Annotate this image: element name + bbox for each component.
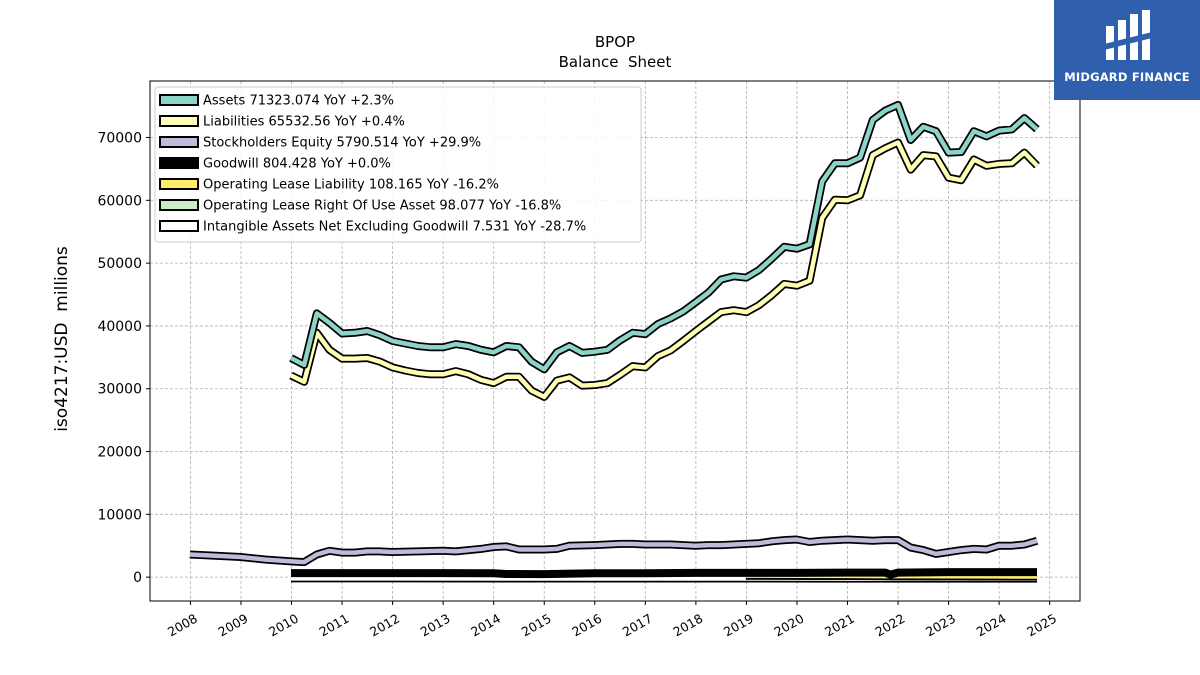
y-tick-label: 20000 [97, 445, 142, 461]
x-tick-label: 2025 [1024, 611, 1059, 640]
logo: MIDGARD FINANCE [1054, 0, 1200, 100]
logo-mark-icon [1104, 10, 1152, 60]
legend-swatch [159, 136, 199, 148]
series-line-outline [291, 568, 1037, 579]
x-tick-label: 2018 [670, 611, 705, 640]
x-tick-label: 2021 [822, 611, 857, 640]
legend-swatch [159, 220, 199, 232]
y-tick-label: 60000 [97, 193, 142, 209]
x-tick-label: 2011 [317, 611, 352, 640]
x-tick-label: 2022 [872, 611, 907, 640]
x-tick-label: 2019 [721, 611, 756, 640]
x-tick-label: 2013 [418, 611, 453, 640]
y-tick-label: 50000 [97, 256, 142, 272]
x-tick-label: 2016 [569, 611, 604, 640]
series-line [289, 102, 1039, 372]
series-assets [289, 100, 1040, 374]
legend-label: Stockholders Equity 5790.514 YoY +29.9% [203, 136, 481, 151]
y-tick-label: 30000 [97, 382, 142, 398]
plot-frame [149, 80, 1081, 602]
legend-item: Stockholders Equity 5790.514 YoY +29.9% [159, 136, 481, 151]
series-stockholders-equity [189, 535, 1039, 567]
x-tick-label: 2015 [519, 611, 554, 640]
legend: Assets 71323.074 YoY +2.3% Liabilities 65… [154, 86, 642, 243]
chart-subtitle: Balance Sheet [559, 53, 672, 71]
series-goodwill [291, 568, 1037, 579]
legend-item: Operating Lease Liability 108.165 YoY -1… [159, 178, 499, 193]
legend-swatch [159, 199, 199, 211]
legend-label: Intangible Assets Net Excluding Goodwill… [203, 220, 586, 235]
legend-item: Operating Lease Right Of Use Asset 98.07… [159, 199, 561, 214]
series-liabilities [289, 138, 1040, 401]
legend-item: Assets 71323.074 YoY +2.3% [159, 94, 394, 109]
legend-item: Liabilities 65532.56 YoY +0.4% [159, 115, 405, 130]
series-line [290, 140, 1039, 400]
legend-item: Intangible Assets Net Excluding Goodwill… [159, 220, 586, 235]
legend-swatch [159, 178, 199, 190]
x-tick-label: 2024 [974, 611, 1009, 640]
series-lines [189, 100, 1040, 583]
y-axis-label: iso4217:USD millions [52, 246, 72, 432]
x-tick-label: 2012 [367, 611, 402, 640]
x-tick-label: 2023 [923, 611, 958, 640]
y-tick-label: 0 [133, 570, 142, 586]
legend-label: Assets 71323.074 YoY +2.3% [203, 94, 394, 109]
x-tick-label: 2017 [620, 611, 655, 640]
x-tick-label: 2014 [468, 611, 503, 640]
legend-swatch [159, 94, 199, 106]
y-tick-label: 40000 [97, 319, 142, 335]
legend-swatch [159, 115, 199, 127]
legend-item: Goodwill 804.428 YoY +0.0% [159, 157, 391, 172]
series-line [189, 537, 1038, 565]
legend-label: Liabilities 65532.56 YoY +0.4% [203, 115, 405, 130]
x-tick-label: 2020 [771, 611, 806, 640]
x-tick-label: 2008 [165, 611, 200, 640]
x-tick-label: 2009 [215, 611, 250, 640]
legend-swatch [159, 157, 199, 169]
legend-box [154, 86, 642, 243]
x-axis-ticks: 2008 2009 2010 2011 2012 2013 2014 2015 2016 2017… [165, 601, 1059, 640]
y-tick-label: 70000 [97, 131, 142, 147]
chart-title: BPOP [595, 33, 635, 51]
legend-label: Operating Lease Liability 108.165 YoY -1… [203, 178, 499, 193]
logo-text: MIDGARD FINANCE [1064, 70, 1190, 84]
x-tick-label: 2010 [266, 611, 301, 640]
y-axis-ticks: 0 10000 20000 30000 40000 50000 60000 70000 [97, 131, 150, 586]
legend-label: Operating Lease Right Of Use Asset 98.07… [203, 199, 561, 214]
y-tick-label: 10000 [97, 507, 142, 523]
legend-label: Goodwill 804.428 YoY +0.0% [203, 157, 391, 172]
